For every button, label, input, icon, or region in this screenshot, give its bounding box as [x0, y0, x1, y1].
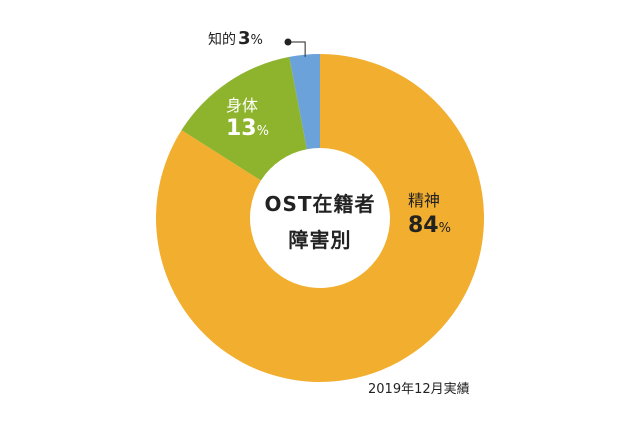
leader-line-intellectual — [284, 38, 306, 57]
slice-value-physical: 13% — [226, 116, 269, 141]
center-title-line-1: OST在籍者 — [264, 192, 376, 216]
slice-physical — [181, 56, 307, 181]
slice-mental — [156, 54, 485, 382]
slice-value-unit-physical: % — [256, 124, 269, 139]
slice-value-number-mental: 84 — [408, 213, 439, 238]
slice-value-unit-mental: % — [438, 221, 451, 236]
slice-name-mental: 精神 — [408, 191, 441, 210]
slice-value-mental: 84% — [408, 213, 451, 238]
slice-value-unit-intellectual: % — [250, 33, 263, 48]
footnote: 2019年12月実績 — [368, 382, 470, 397]
slice-label-mental: 精神 84% — [408, 187, 451, 238]
center-title-line-2: 障害別 — [288, 228, 352, 252]
slice-label-physical: 身体 13% — [226, 92, 269, 141]
slice-label-intellectual: 知的 3% — [208, 28, 263, 49]
slice-value-number-physical: 13 — [226, 116, 257, 141]
leader-dot — [284, 38, 292, 46]
slice-intellectual — [289, 54, 320, 150]
slice-name-intellectual: 知的 — [208, 32, 236, 48]
slice-name-physical: 身体 — [226, 96, 259, 115]
slice-value-number-intellectual: 3 — [238, 28, 251, 49]
